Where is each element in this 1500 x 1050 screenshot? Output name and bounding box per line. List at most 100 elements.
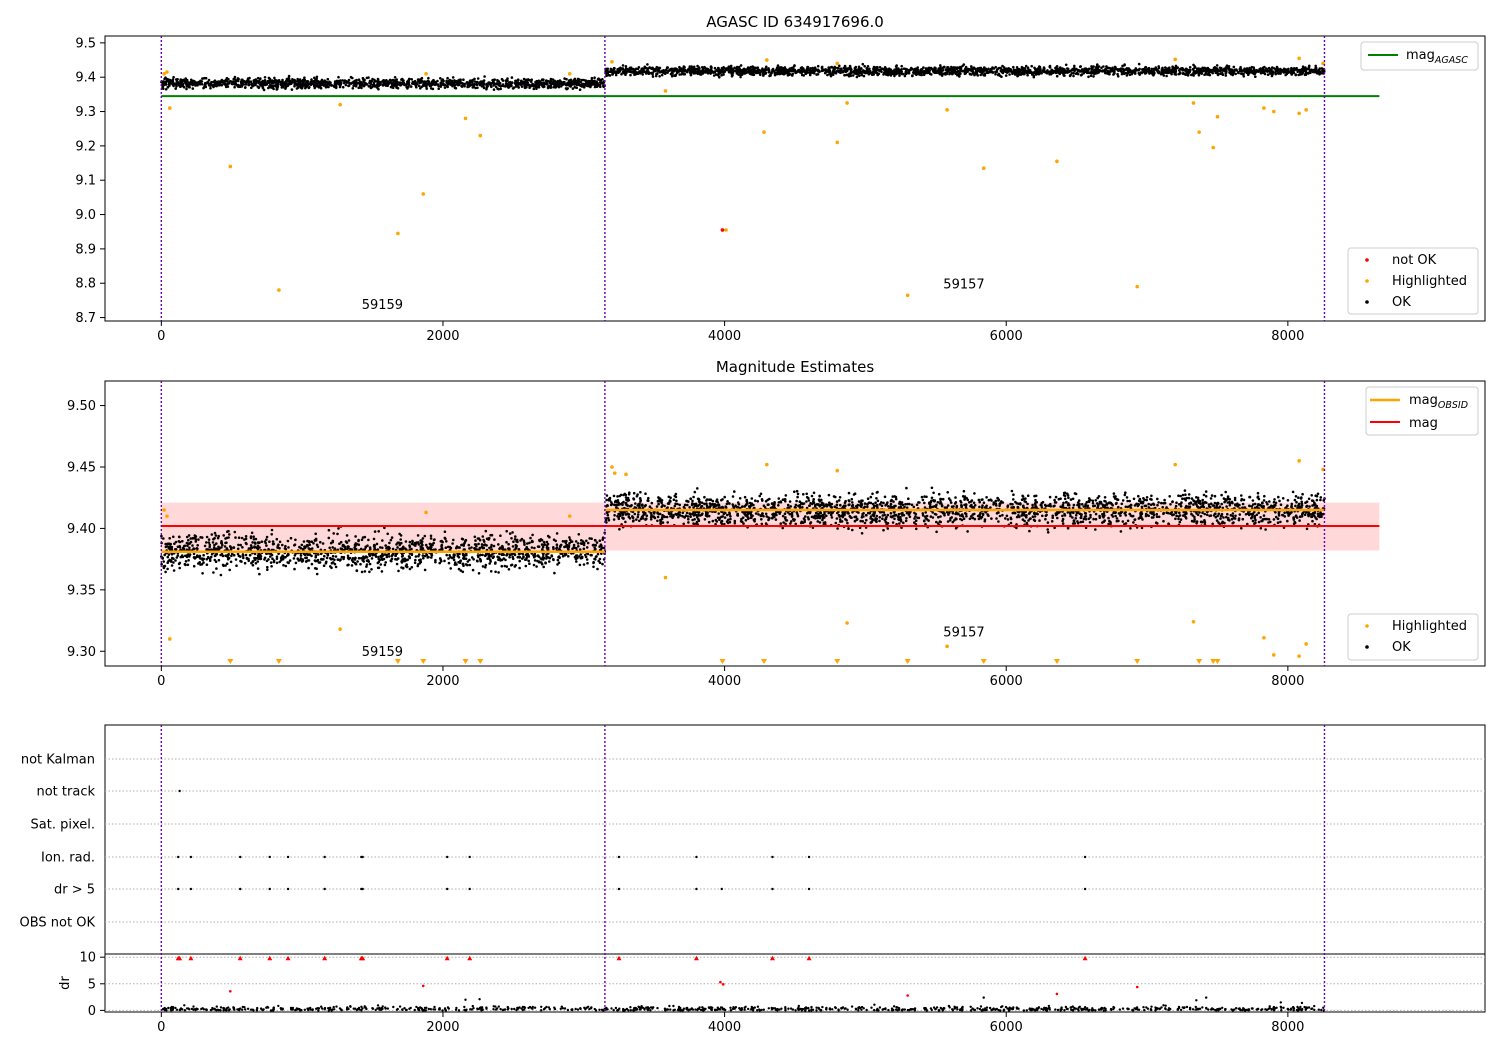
ok-point	[457, 83, 461, 87]
p2-ytick-label: 9.50	[67, 399, 96, 414]
ok-point	[572, 543, 576, 547]
ok-point	[184, 77, 187, 80]
ok-point	[337, 527, 340, 530]
ok-point	[710, 66, 713, 69]
ok-point	[234, 558, 238, 561]
ok-point	[1192, 63, 1195, 67]
ok-point	[1199, 70, 1203, 74]
ok-point	[1096, 65, 1100, 68]
ok-point	[1201, 68, 1204, 71]
ok-point	[536, 545, 540, 548]
ok-point	[192, 79, 195, 83]
ok-point	[572, 80, 576, 84]
ok-point	[428, 542, 432, 546]
panel1-frame	[104, 35, 1486, 322]
ok-point	[959, 67, 963, 71]
ok-point	[627, 69, 631, 72]
ok-point	[170, 564, 174, 567]
ok-point	[1270, 74, 1274, 78]
ok-point	[179, 81, 183, 85]
ok-point	[678, 73, 681, 76]
ok-point	[593, 538, 597, 542]
ok-point	[756, 66, 760, 69]
ok-point	[300, 543, 304, 547]
ok-point	[594, 555, 598, 558]
ok-point	[239, 80, 243, 83]
ok-point	[919, 68, 923, 71]
ok-point	[1095, 71, 1098, 75]
ok-point	[1087, 75, 1090, 79]
ok-point	[1220, 68, 1224, 72]
ok-point	[1033, 71, 1037, 75]
ok-point	[270, 565, 273, 568]
ok-point	[682, 72, 685, 76]
ok-point	[439, 85, 443, 88]
ok-point	[453, 79, 456, 82]
ok-point	[166, 567, 169, 571]
ok-point	[1146, 67, 1150, 70]
ok-point	[709, 72, 712, 75]
ok-point	[227, 77, 230, 81]
ok-point	[237, 536, 241, 539]
ok-point	[1000, 75, 1003, 78]
ok-point	[1291, 68, 1295, 71]
ok-point	[883, 66, 887, 69]
ok-point	[1299, 68, 1302, 72]
highlighted-point	[421, 192, 426, 196]
ok-point	[410, 566, 414, 569]
ok-point	[315, 75, 319, 79]
ok-point	[1024, 64, 1028, 68]
ok-point	[258, 546, 261, 549]
ok-point	[220, 552, 224, 556]
ok-point	[293, 78, 296, 82]
ok-point	[514, 82, 518, 86]
ok-point	[338, 85, 342, 89]
ok-point	[382, 81, 386, 84]
ok-point	[233, 75, 237, 79]
ok-point	[211, 541, 215, 544]
ok-point	[373, 553, 376, 556]
ok-point	[693, 69, 697, 72]
ok-point	[444, 537, 447, 541]
ok-point	[357, 556, 361, 560]
ok-point	[310, 78, 313, 81]
ok-point	[189, 537, 192, 540]
ok-point	[588, 83, 592, 87]
ok-point	[415, 85, 418, 89]
ok-point	[395, 562, 399, 566]
ok-point	[1093, 68, 1097, 72]
ok-point	[918, 71, 922, 74]
ok-point	[164, 545, 168, 549]
ok-point	[492, 88, 496, 91]
ok-point	[174, 548, 177, 551]
ok-point	[780, 66, 783, 69]
ok-point	[163, 83, 166, 86]
ok-point	[530, 540, 534, 544]
ok-point	[445, 84, 449, 88]
ok-point	[512, 540, 515, 543]
ok-point	[624, 65, 628, 68]
ok-point	[978, 70, 982, 74]
ok-point	[853, 71, 856, 74]
ok-point	[964, 65, 968, 69]
ok-point	[410, 78, 414, 81]
ok-point	[1306, 67, 1310, 71]
ok-point	[495, 82, 498, 85]
p2-ytick-label: 9.45	[67, 460, 96, 475]
ok-point	[423, 568, 427, 572]
ok-point	[679, 67, 683, 71]
ok-point	[401, 566, 405, 570]
ok-point	[419, 81, 423, 84]
ok-point	[501, 546, 505, 549]
ok-point	[244, 537, 248, 541]
ok-point	[568, 536, 571, 539]
ok-point	[468, 80, 472, 84]
ok-point	[567, 555, 570, 558]
ok-point	[507, 86, 511, 89]
ok-point	[473, 535, 477, 539]
ok-point	[224, 564, 227, 567]
ok-point	[894, 65, 898, 68]
ok-point	[525, 546, 529, 549]
ok-point	[243, 561, 247, 565]
ok-point	[858, 74, 861, 77]
